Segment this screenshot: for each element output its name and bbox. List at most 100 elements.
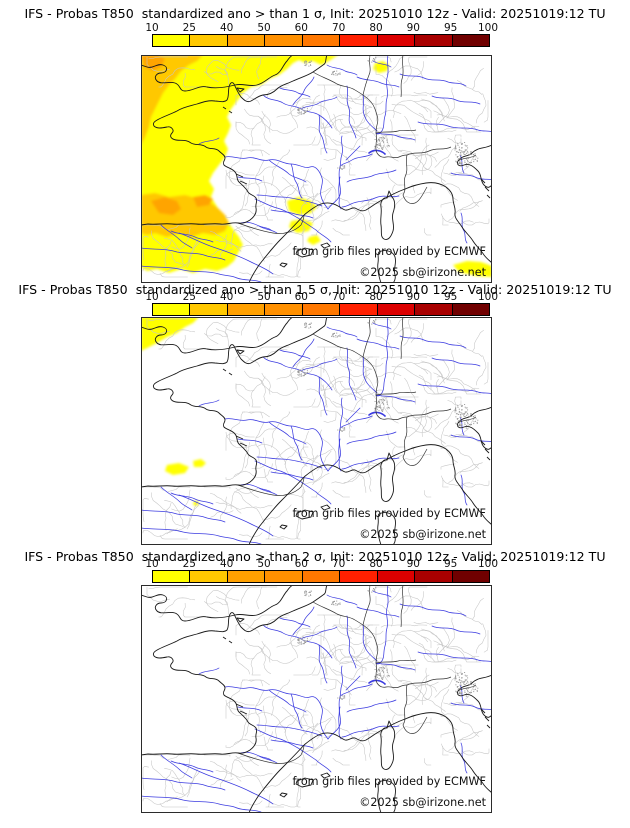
colorbar-segment	[153, 571, 191, 582]
colorbar-segment	[340, 304, 378, 315]
shading-blob	[193, 195, 213, 207]
colorbar-tick-label: 70	[332, 291, 346, 303]
colorbar-segment	[227, 304, 266, 315]
colorbar-tick-label: 10	[145, 22, 159, 34]
colorbar-tick-label: 40	[220, 558, 234, 570]
colorbar-segment	[302, 571, 341, 582]
colorbar-segment	[377, 571, 416, 582]
colorbar-segment	[415, 304, 453, 315]
credit-ecmwf: from grib files provided by ECMWF	[293, 507, 486, 520]
country-borders	[237, 55, 477, 234]
colorbar-segment	[265, 571, 303, 582]
panel-2-title: IFS - Probas T850 standardized ano > tha…	[18, 282, 612, 297]
colorbar-segment	[452, 35, 489, 46]
shading-blob	[193, 501, 199, 506]
panel-3-map: from grib files provided by ECMWF ©2025 s…	[141, 585, 492, 813]
map-svg: from grib files provided by ECMWF ©2025 s…	[141, 55, 492, 283]
rivers	[141, 585, 492, 813]
panel-2-map: from grib files provided by ECMWF ©2025 s…	[141, 317, 492, 545]
colorbar-segment	[377, 35, 416, 46]
colorbar-tick-label: 90	[406, 558, 420, 570]
colorbar-tick-label: 95	[444, 291, 458, 303]
colorbar-tick-label: 25	[182, 291, 196, 303]
shading-blob	[453, 261, 492, 277]
admin-borders	[142, 586, 490, 808]
map-svg: from grib files provided by ECMWF ©2025 s…	[141, 585, 492, 813]
colorbar-segment	[377, 304, 416, 315]
credit-ecmwf: from grib files provided by ECMWF	[293, 245, 486, 258]
colorbar-segment	[452, 571, 489, 582]
urban-speckles	[297, 318, 479, 432]
colorbar-tick-label: 70	[332, 22, 346, 34]
urban-speckles	[297, 586, 479, 700]
shading-blob	[373, 61, 389, 73]
shading-blob	[141, 55, 203, 145]
colorbar-segment	[190, 571, 228, 582]
colorbar-segment	[415, 35, 453, 46]
colorbar-tick-label: 40	[220, 22, 234, 34]
panel-3-title: IFS - Probas T850 standardized ano > tha…	[24, 549, 606, 564]
panel-1-title: IFS - Probas T850 standardized ano > tha…	[24, 6, 606, 21]
admin-borders	[142, 318, 490, 540]
panel-3-colorbar-ticks: 10 25 40 50 60 70 80 90 95 100	[145, 558, 498, 570]
colorbar-tick-label: 50	[257, 291, 271, 303]
colorbar-tick-label: 100	[477, 22, 499, 34]
map-svg: from grib files provided by ECMWF ©2025 s…	[141, 317, 492, 545]
colorbar-segment	[265, 35, 303, 46]
colorbar-tick-label: 80	[369, 291, 383, 303]
colorbar-tick-label: 10	[145, 558, 159, 570]
colorbar-tick-label: 100	[477, 291, 499, 303]
colorbar-segment	[452, 304, 489, 315]
colorbar-segment	[227, 35, 266, 46]
coastlines	[141, 55, 492, 283]
colorbar-tick-label: 100	[477, 558, 499, 570]
colorbar-tick-label: 60	[294, 22, 308, 34]
urban-speckles	[297, 56, 479, 170]
colorbar-tick-label: 50	[257, 558, 271, 570]
colorbar-tick-label: 60	[294, 291, 308, 303]
shading-blob	[165, 463, 189, 475]
panel-1-map: from grib files provided by ECMWF ©2025 s…	[141, 55, 492, 283]
colorbar-tick-label: 90	[406, 22, 420, 34]
credit-irizone: ©2025 sb@irizone.net	[359, 796, 486, 809]
rivers	[141, 55, 492, 283]
colorbar-segment	[153, 35, 191, 46]
colorbar-tick-label: 80	[369, 558, 383, 570]
panel-2-colorbar	[152, 303, 490, 316]
colorbar-segment	[340, 35, 378, 46]
colorbar-tick-label: 95	[444, 22, 458, 34]
shading-blob	[193, 459, 206, 467]
shading-blob	[141, 317, 199, 351]
colorbar-segment	[302, 304, 341, 315]
probability-shading	[141, 317, 206, 506]
credit-ecmwf: from grib files provided by ECMWF	[293, 775, 486, 788]
credit-irizone: ©2025 sb@irizone.net	[359, 266, 486, 279]
credit-irizone: ©2025 sb@irizone.net	[359, 528, 486, 541]
colorbar-tick-label: 95	[444, 558, 458, 570]
colorbar-tick-label: 80	[369, 22, 383, 34]
colorbar-tick-label: 60	[294, 558, 308, 570]
coastlines	[141, 317, 492, 545]
colorbar-tick-label: 70	[332, 558, 346, 570]
panel-1-colorbar	[152, 34, 490, 47]
colorbar-tick-label: 25	[182, 558, 196, 570]
colorbar-tick-label: 10	[145, 291, 159, 303]
shading-blob	[307, 235, 321, 245]
country-borders	[237, 317, 477, 496]
colorbar-segment	[190, 35, 228, 46]
country-borders	[237, 585, 477, 764]
panel-1-colorbar-ticks: 10 25 40 50 60 70 80 90 95 100	[145, 22, 498, 34]
probability-shading	[141, 55, 492, 277]
colorbar-segment	[190, 304, 228, 315]
shading-blob	[291, 55, 339, 65]
panel-3-colorbar	[152, 570, 490, 583]
coastlines	[141, 585, 492, 813]
colorbar-segment	[415, 571, 453, 582]
colorbar-tick-label: 25	[182, 22, 196, 34]
colorbar-segment	[265, 304, 303, 315]
colorbar-tick-label: 90	[406, 291, 420, 303]
colorbar-segment	[153, 304, 191, 315]
colorbar-segment	[340, 571, 378, 582]
colorbar-tick-label: 40	[220, 291, 234, 303]
colorbar-segment	[302, 35, 341, 46]
